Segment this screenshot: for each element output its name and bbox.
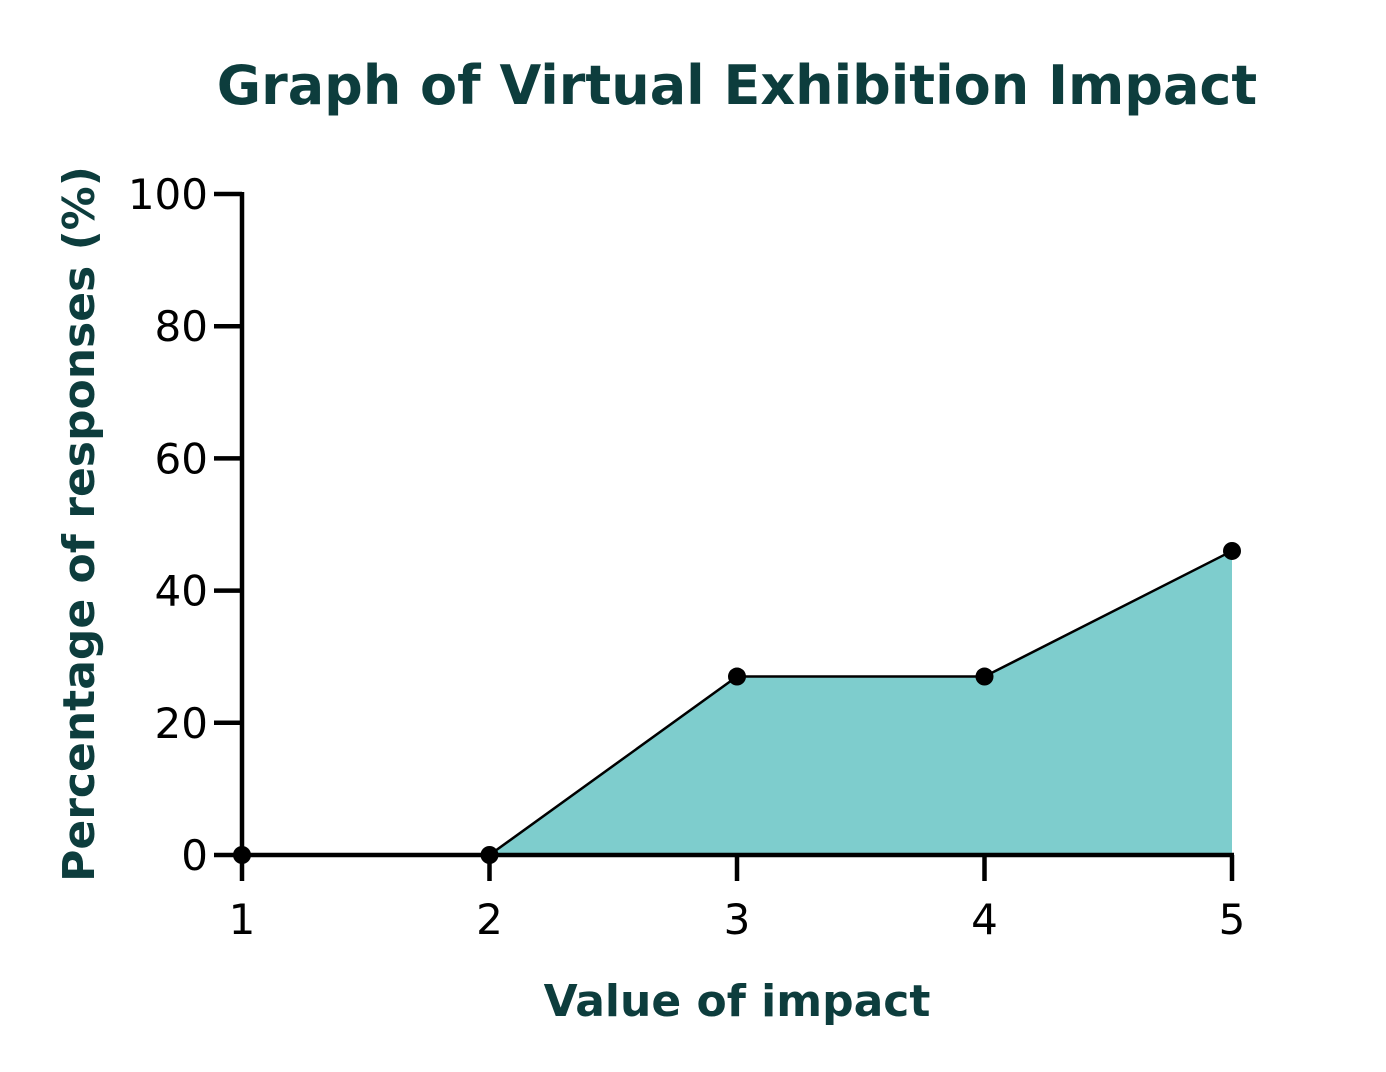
y-axis-label: Percentage of responses (%) (54, 166, 105, 882)
data-point (233, 846, 251, 864)
x-tick-label: 5 (1219, 895, 1246, 944)
data-point (1223, 541, 1241, 560)
x-tick-label: 2 (476, 895, 503, 944)
data-point (728, 667, 746, 686)
data-point (480, 846, 499, 864)
x-axis-label: Value of impact (544, 976, 931, 1027)
x-tick-label: 4 (971, 895, 998, 944)
chart-title: Graph of Virtual Exhibition Impact (217, 54, 1257, 117)
y-tick-label: 100 (128, 170, 208, 219)
y-tick-label: 20 (155, 699, 208, 748)
y-tick-label: 0 (181, 831, 208, 880)
x-tick-label: 3 (724, 895, 751, 944)
area-fill (242, 550, 1232, 855)
y-tick-label: 60 (155, 434, 208, 483)
x-tick-label: 1 (229, 895, 256, 944)
y-tick-label: 80 (155, 302, 208, 351)
data-point (975, 667, 994, 686)
y-tick-label: 40 (155, 567, 208, 616)
plot-area: 0 20 40 60 80 100 1 2 3 4 5 (128, 170, 1246, 944)
